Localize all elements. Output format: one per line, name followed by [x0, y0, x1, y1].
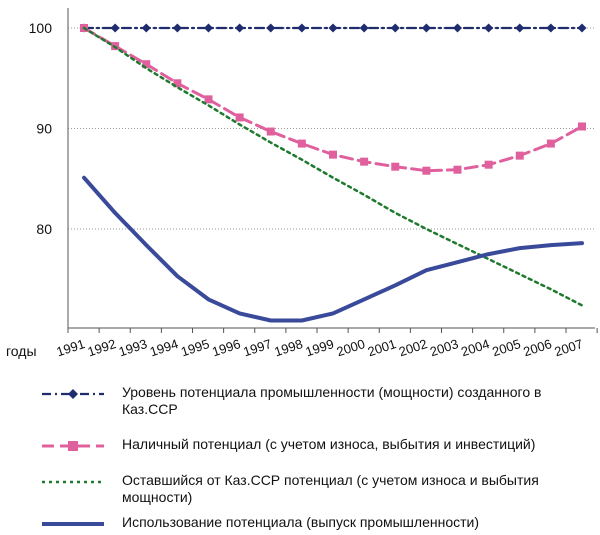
point-available-2006	[546, 139, 555, 148]
legend-label-remaining: Оставшийся от Каз.ССР потенциал (с учето…	[122, 472, 539, 505]
x-tick-label-2001: 2001	[366, 336, 398, 359]
point-level-1993	[141, 23, 151, 33]
x-tick-label-2003: 2003	[428, 336, 460, 359]
point-available-2007	[578, 122, 586, 131]
data-series	[79, 23, 587, 323]
point-available-2000	[360, 157, 369, 166]
point-level-1997	[266, 23, 276, 33]
x-tick-label-2007: 2007	[553, 336, 585, 359]
y-tick-label-80: 80	[36, 221, 52, 237]
point-level-2004	[484, 23, 494, 33]
point-level-1999	[328, 23, 338, 33]
chart-axes	[67, 8, 598, 333]
legend-label-output: Использование потенциала (выпуск промышл…	[122, 514, 479, 530]
grid-lines	[68, 27, 595, 230]
point-available-2005	[515, 151, 524, 160]
x-tick-label-1997: 1997	[241, 336, 273, 359]
legend-label-available: Наличный потенциал (с учетом износа, выб…	[122, 436, 536, 452]
series-level	[79, 23, 587, 33]
legend-swatch-level	[42, 389, 104, 399]
point-available-1996	[235, 113, 244, 122]
series-line-output	[82, 175, 584, 323]
point-level-2006	[546, 23, 556, 33]
x-axis-label: годы	[6, 343, 37, 359]
x-tick-label-1992: 1992	[86, 336, 118, 359]
point-level-2001	[390, 23, 400, 33]
point-level-2000	[359, 23, 369, 33]
point-available-1999	[329, 150, 337, 159]
x-tick-label-2000: 2000	[335, 336, 367, 359]
y-tick-label-90: 90	[36, 121, 52, 137]
x-tick-label-1991: 1991	[55, 336, 87, 359]
x-tick-label-2002: 2002	[397, 336, 429, 359]
point-available-2004	[484, 160, 493, 169]
point-available-1998	[297, 139, 306, 148]
y-tick-labels: 80 90 100	[29, 20, 53, 237]
x-tick-label-1994: 1994	[148, 336, 180, 359]
legend-swatch-output	[42, 522, 104, 526]
x-tick-label-1996: 1996	[210, 336, 242, 359]
point-level-1992	[110, 23, 120, 33]
point-level-1995	[204, 23, 213, 33]
x-tick-label-2004: 2004	[459, 336, 491, 359]
series-remaining	[82, 26, 584, 307]
point-available-2002	[422, 166, 431, 175]
series-available	[80, 24, 586, 175]
x-tick-label-1995: 1995	[179, 336, 211, 359]
x-tick-label-1999: 1999	[304, 336, 336, 359]
series-line-available	[82, 26, 584, 173]
y-tick-label-100: 100	[29, 20, 53, 36]
line-chart: 80 90 100 19911992199319941995199619971998…	[6, 8, 598, 359]
point-level-1994	[172, 23, 182, 33]
point-available-1993	[142, 60, 151, 69]
point-available-1997	[266, 127, 275, 136]
point-level-2002	[421, 23, 431, 33]
point-available-1995	[204, 95, 213, 104]
point-level-1998	[297, 23, 307, 33]
legend-swatch-available	[42, 441, 104, 451]
x-tick-labels: 1991199219931994199519961997199819992000…	[55, 336, 585, 359]
point-level-2005	[515, 23, 525, 33]
x-tick-label-1993: 1993	[117, 336, 149, 359]
point-available-1994	[173, 79, 182, 88]
point-available-2001	[391, 162, 400, 171]
x-tick-label-1998: 1998	[272, 336, 304, 359]
point-available-2003	[453, 165, 462, 174]
series-output	[82, 175, 584, 323]
x-tick-label-2006: 2006	[521, 336, 553, 359]
series-line-remaining	[82, 26, 584, 307]
x-tick-label-2005: 2005	[490, 336, 522, 359]
point-level-1996	[235, 23, 245, 33]
legend-swatch-remaining	[42, 480, 104, 484]
point-level-2003	[453, 23, 462, 33]
legend-label-level: Уровень потенциала промышленности (мощно…	[122, 384, 542, 417]
point-level-2007	[577, 23, 587, 33]
